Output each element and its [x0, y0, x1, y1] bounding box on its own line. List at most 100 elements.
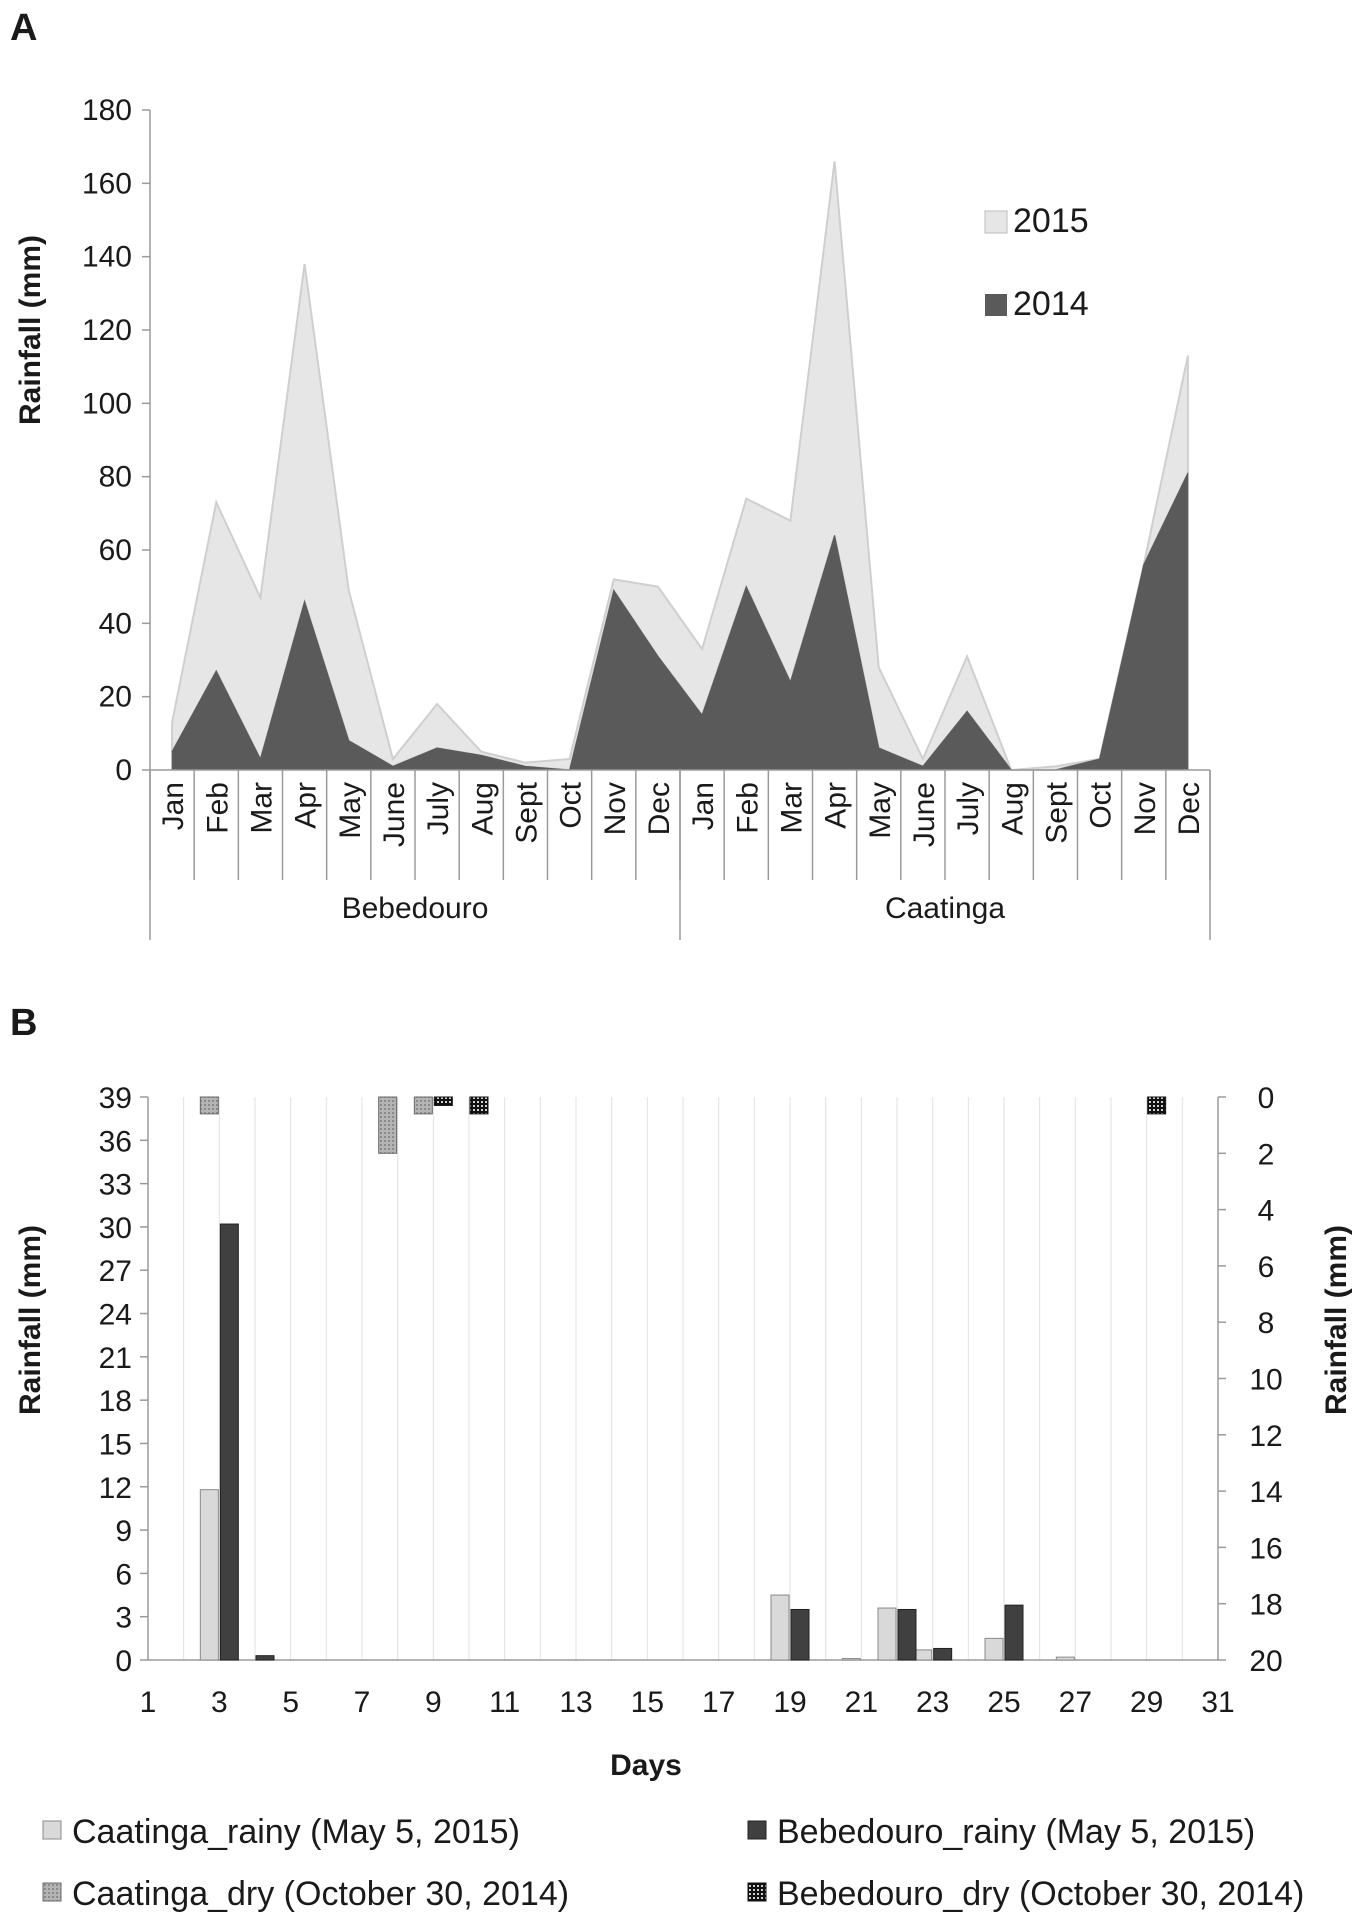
panel-a-month-label: Dec — [643, 782, 676, 835]
legend-swatch-bebedouro-rainy — [747, 1820, 767, 1840]
panel-b-left-y-tick-label: 36 — [99, 1125, 132, 1158]
series-2014-area — [171, 472, 1189, 771]
panel-a-month-label: Dec — [1173, 782, 1206, 835]
panel-b-left-y-tick-label: 24 — [99, 1299, 132, 1332]
legend-label-2015: 2015 — [1013, 202, 1089, 240]
panel-a-month-label: Apr — [290, 782, 323, 829]
legend-swatch-2014 — [985, 294, 1007, 316]
panel-b-x-tick-label: 13 — [559, 1686, 592, 1719]
panel-b-left-y-tick-label: 3 — [115, 1602, 132, 1635]
panel-b-x-tick-label: 21 — [845, 1686, 878, 1719]
panel-b-x-tick-label: 3 — [211, 1686, 228, 1719]
panel-b-x-tick-label: 1 — [140, 1686, 157, 1719]
panel-a-month-label: May — [864, 782, 897, 839]
bar-bebedouro-dry-day-10 — [469, 1096, 489, 1115]
panel-a-month-label: June — [378, 782, 411, 847]
panel-a-month-label: Oct — [555, 781, 588, 828]
panel-b-x-tick-label: 19 — [773, 1686, 806, 1719]
panel-a-y-tick-label: 40 — [99, 607, 132, 640]
panel-b-x-tick-label: 17 — [702, 1686, 735, 1719]
panel-a-group-label-caatinga: Caatinga — [885, 892, 1005, 925]
legend-label-bebedouro-dry: Bebedouro_dry (October 30, 2014) — [777, 1875, 1304, 1913]
panel-b-right-y-tick-label: 6 — [1258, 1251, 1275, 1284]
panel-b-right-y-tick-label: 18 — [1249, 1589, 1282, 1622]
panel-a-group-label-bebedouro: Bebedouro — [342, 892, 489, 925]
panel-a-y-tick-label: 80 — [99, 461, 132, 494]
panel-b-right-y-tick-label: 20 — [1249, 1645, 1282, 1678]
panel-a-month-label: June — [908, 782, 941, 847]
panel-b-x-tick-label: 9 — [425, 1686, 442, 1719]
panel-a-month-label: Nov — [1129, 782, 1162, 835]
panel-b-right-y-tick-label: 16 — [1249, 1532, 1282, 1565]
panel-a-month-label: Aug — [996, 782, 1029, 835]
panel-a-month-label: Sept — [510, 781, 543, 843]
legend-swatch-2015 — [984, 210, 1008, 234]
panel-b-left-y-tick-label: 21 — [99, 1342, 132, 1375]
panel-a-month-label: Aug — [466, 782, 499, 835]
panel-a-month-label: Apr — [820, 782, 853, 829]
panel-b-x-tick-label: 31 — [1201, 1686, 1234, 1719]
legend-swatch-caatinga-rainy — [42, 1820, 62, 1840]
panel-a-month-label: Oct — [1085, 781, 1118, 828]
panel-b-left-y-tick-label: 18 — [99, 1385, 132, 1418]
panel-b-x-tick-label: 15 — [631, 1686, 664, 1719]
panel-b-left-y-tick-label: 6 — [115, 1558, 132, 1591]
panel-b-right-y-tick-label: 12 — [1249, 1420, 1282, 1453]
panel-b-right-y-tick-label: 0 — [1258, 1082, 1275, 1115]
panel-b-x-tick-label: 27 — [1059, 1686, 1092, 1719]
bar-caatinga-dry-day-9 — [413, 1096, 433, 1115]
panel-a-month-label: Jan — [157, 782, 190, 830]
panel-b-legend: Caatinga_rainy (May 5, 2015) Bebedouro_r… — [42, 1813, 1304, 1913]
bar-bebedouro-dry-day-9 — [433, 1096, 453, 1106]
bar-bebedouro-rainy-day-25 — [1004, 1604, 1024, 1661]
panel-a-month-label: Mar — [775, 782, 808, 834]
panel-b-left-y-axis-label: Rainfall (mm) — [14, 1225, 47, 1415]
bar-caatinga-dry-day-8 — [378, 1096, 398, 1154]
panel-a-y-tick-label: 60 — [99, 534, 132, 567]
panel-b-right-y-tick-label: 4 — [1258, 1195, 1275, 1228]
bar-bebedouro-rainy-day-22 — [897, 1608, 917, 1661]
panel-b-x-tick-label: 25 — [987, 1686, 1020, 1719]
panel-a-month-label: May — [334, 782, 367, 839]
panel-a-y-tick-label: 140 — [82, 241, 132, 274]
panel-a-month-label: Feb — [201, 782, 234, 834]
panel-b-x-tick-label: 29 — [1130, 1686, 1163, 1719]
panel-a-month-label: July — [422, 782, 455, 835]
bar-caatinga-rainy-day-25 — [984, 1637, 1004, 1661]
panel-a-plot: 0 20 40 60 80 100 120 140 160 180 Jan Feb Mar Apr May J… — [82, 94, 1211, 940]
bar-bebedouro-rainy-day-3 — [219, 1223, 239, 1661]
bar-bebedouro-rainy-day-19 — [790, 1608, 810, 1661]
panel-a-y-tick-label: 120 — [82, 314, 132, 347]
panel-b-left-y-tick-label: 0 — [115, 1645, 132, 1678]
panel-b-right-y-tick-label: 2 — [1258, 1138, 1275, 1171]
panel-a-y-tick-label: 20 — [99, 681, 132, 714]
bar-caatinga-rainy-day-27 — [1055, 1656, 1075, 1661]
panel-b-x-tick-label: 11 — [489, 1686, 520, 1719]
panel-b-left-y-tick-label: 27 — [99, 1255, 132, 1288]
panel-a-y-tick-label: 100 — [82, 387, 132, 420]
panel-a-month-label: Sept — [1040, 781, 1073, 843]
panel-a-y-axis-label: Rainfall (mm) — [14, 235, 47, 425]
panel-b-x-axis-label: Days — [610, 1749, 682, 1782]
bar-bebedouro-rainy-day-4 — [255, 1655, 275, 1661]
panel-b-right-y-tick-label: 14 — [1249, 1476, 1282, 1509]
bar-caatinga-rainy-day-19 — [770, 1594, 790, 1661]
panel-b-x-tick-label: 7 — [354, 1686, 371, 1719]
panel-b-right-y-tick-label: 8 — [1258, 1307, 1275, 1340]
panel-a-month-label: Jan — [687, 782, 720, 830]
bar-caatinga-dry-day-3 — [199, 1096, 219, 1115]
panel-a-month-label: Nov — [599, 782, 632, 835]
panel-b-x-tick-label: 5 — [282, 1686, 299, 1719]
panel-b-right-y-tick-label: 10 — [1249, 1364, 1282, 1397]
bar-caatinga-rainy-day-22 — [877, 1607, 897, 1661]
legend-label-caatinga-rainy: Caatinga_rainy (May 5, 2015) — [72, 1813, 520, 1851]
panel-a-y-tick-label: 160 — [82, 167, 132, 200]
panel-a-y-tick-label: 180 — [82, 94, 132, 127]
legend-label-bebedouro-rainy: Bebedouro_rainy (May 5, 2015) — [777, 1813, 1255, 1851]
legend-swatch-caatinga-dry — [42, 1882, 62, 1902]
legend-swatch-bebedouro-dry — [747, 1882, 767, 1902]
panel-b-left-y-tick-label: 12 — [99, 1472, 132, 1505]
panel-b-left-y-tick-label: 39 — [99, 1082, 132, 1115]
